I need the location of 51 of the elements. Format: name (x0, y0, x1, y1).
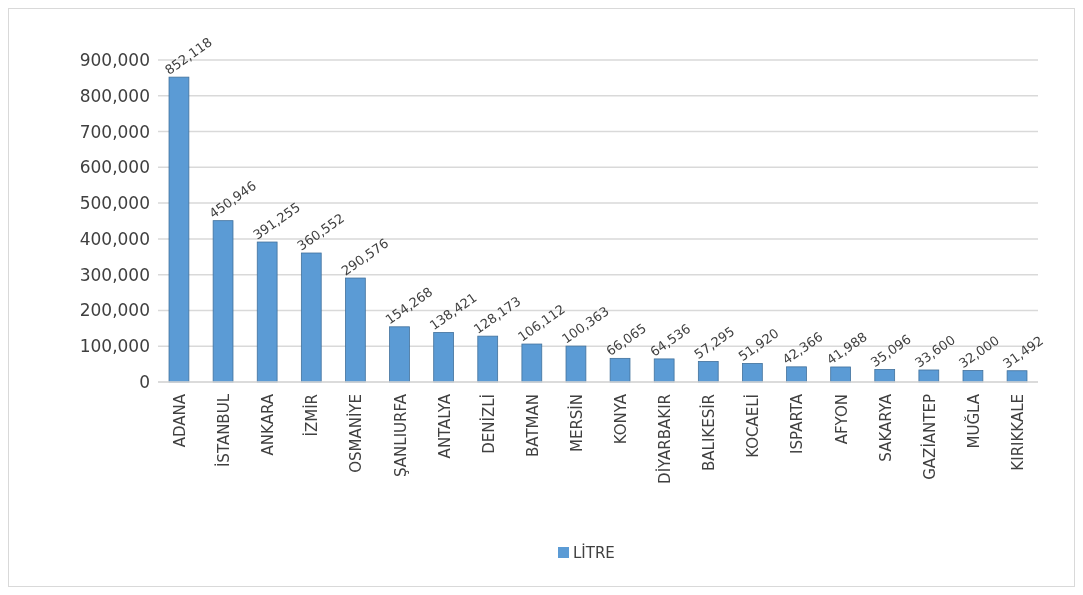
x-tick-label: ADANA (170, 393, 189, 448)
x-tick-label: MUĞLA (963, 393, 983, 449)
x-tick-label: ANKARA (259, 393, 278, 456)
bar (874, 369, 896, 383)
y-tick-label: 0 (139, 371, 150, 392)
y-tick-label: 100,000 (79, 336, 150, 357)
x-tick-label: OSMANİYE (346, 394, 366, 473)
y-tick-label: 600,000 (79, 157, 150, 178)
y-tick-label: 900,000 (79, 49, 150, 70)
x-tick-label: AFYON (832, 394, 851, 445)
bar (830, 366, 851, 383)
x-tick-label: BATMAN (523, 394, 542, 457)
x-tick-label: İZMİR (302, 394, 322, 437)
bar (653, 358, 675, 383)
x-tick-label: BALIKESİR (699, 394, 719, 472)
y-tick-label: 400,000 (79, 228, 150, 249)
bar (1006, 370, 1028, 383)
y-tick-label: 500,000 (79, 193, 150, 214)
bar (212, 220, 234, 383)
bar (697, 361, 719, 383)
bar (962, 370, 984, 383)
x-tick-label: ŞANLIURFA (391, 393, 410, 477)
bar (168, 76, 190, 383)
x-tick-label: SAKARYA (876, 393, 895, 462)
bar (345, 277, 366, 383)
x-tick-label: KONYA (612, 393, 631, 445)
bar (609, 357, 631, 383)
x-tick-label: ISPARTA (788, 393, 807, 454)
x-tick-label: KOCAELİ (743, 394, 763, 458)
y-tick-label: 300,000 (79, 264, 150, 285)
bar (300, 252, 322, 383)
x-tick-label: GAZİANTEP (919, 394, 939, 480)
x-tick-label: MERSİN (566, 394, 586, 453)
x-tick-label: İSTANBUL (214, 393, 234, 468)
bar (477, 335, 499, 383)
y-tick-label: 700,000 (79, 121, 150, 142)
bar (389, 326, 410, 383)
x-tick-label: ANTALYA (435, 393, 454, 459)
bar (521, 343, 543, 383)
legend-label: LİTRE (573, 543, 615, 563)
bar (565, 345, 587, 383)
bar (256, 241, 278, 383)
y-tick-label: 800,000 (79, 85, 150, 106)
bar (742, 363, 763, 383)
x-tick-label: DİYARBAKIR (655, 394, 675, 484)
x-tick-label: KIRIKKALE (1009, 394, 1028, 471)
x-tick-label: DENİZLİ (478, 394, 498, 454)
bar (433, 332, 454, 383)
y-tick-label: 200,000 (79, 300, 150, 321)
bar (918, 369, 940, 383)
bar (786, 366, 807, 383)
